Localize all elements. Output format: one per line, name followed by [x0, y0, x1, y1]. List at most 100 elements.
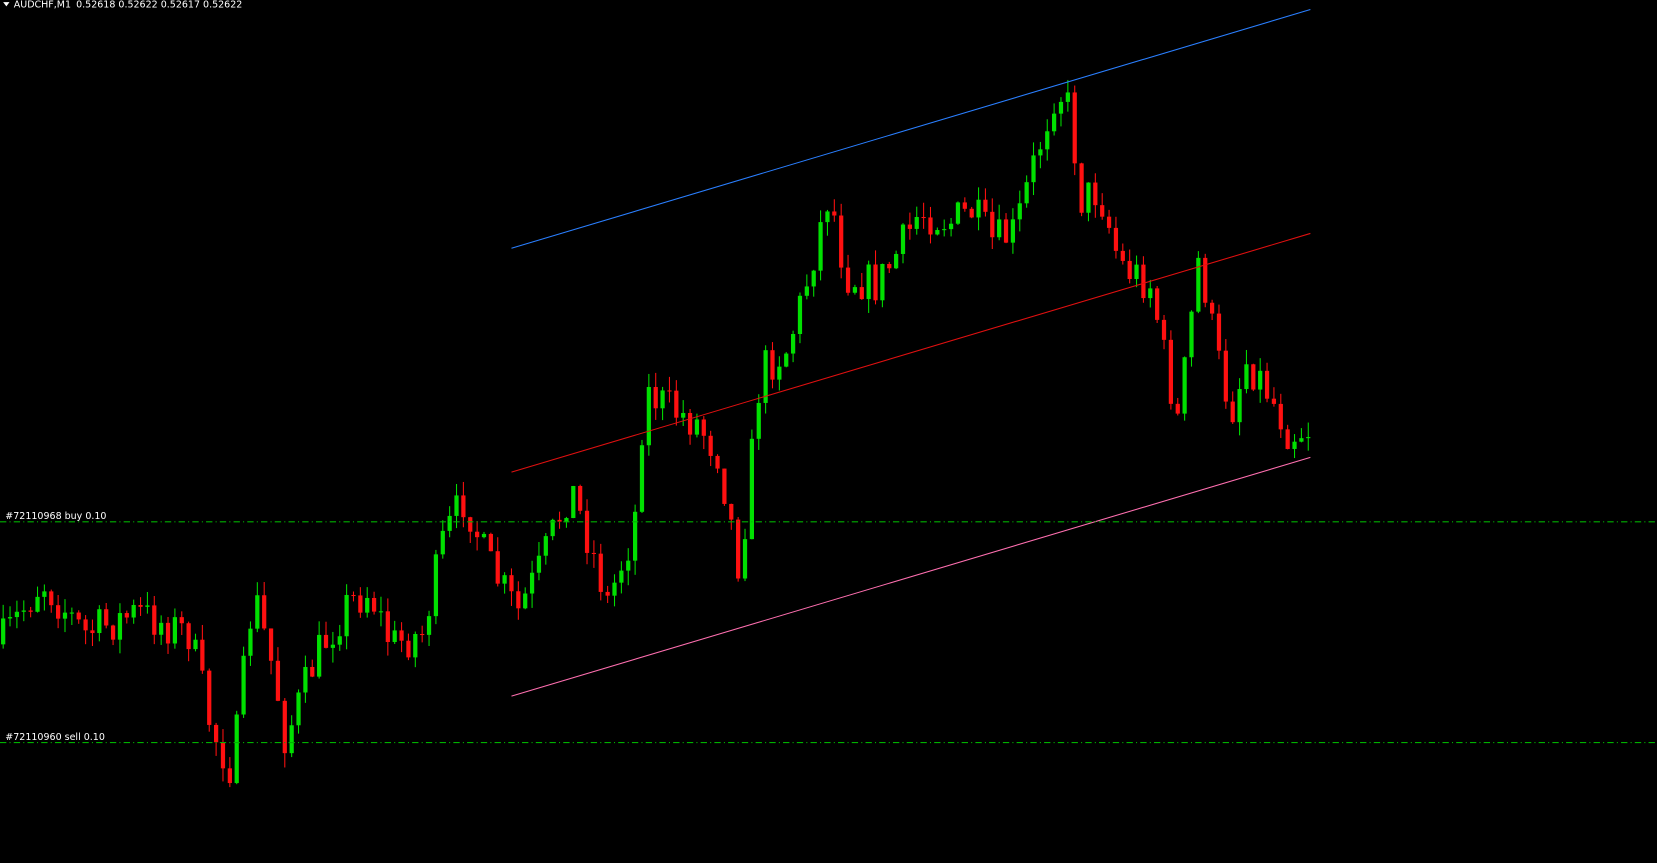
candle-body — [385, 611, 390, 643]
candle-body — [344, 594, 349, 637]
candle-body — [790, 334, 796, 354]
candle-body — [1010, 219, 1016, 243]
candle-body — [825, 211, 830, 223]
candle-body — [1168, 339, 1174, 404]
candle-body — [1017, 203, 1022, 220]
candle-body — [990, 211, 995, 238]
channel-upper — [511, 9, 1311, 249]
candle-body — [426, 616, 432, 635]
candle-body — [21, 610, 26, 612]
candle-body — [1120, 250, 1125, 261]
candle-body — [220, 742, 226, 769]
candle-body — [598, 553, 603, 592]
candle-body — [1079, 163, 1084, 213]
candle-body — [653, 387, 658, 409]
candle-body — [612, 582, 617, 596]
candle-body — [296, 692, 301, 726]
candle-body — [660, 390, 665, 409]
candle-body — [351, 594, 356, 597]
candle-body — [433, 554, 439, 617]
order-label: #72110960 sell 0.10 — [5, 732, 105, 743]
candle-body — [358, 595, 363, 613]
candle-body — [1106, 216, 1112, 228]
candle-body — [14, 611, 20, 618]
candle-body — [708, 435, 713, 456]
candle-body — [880, 264, 885, 301]
candle-body — [7, 617, 13, 619]
candle-body — [1031, 155, 1036, 183]
candle-body — [529, 572, 535, 594]
candle-body — [76, 612, 81, 620]
candle-body — [35, 596, 40, 612]
candle-body — [1, 618, 6, 645]
candle-body — [866, 264, 871, 300]
candle-body — [639, 445, 645, 512]
candle-body — [1155, 288, 1160, 320]
candle-body — [406, 640, 411, 658]
candle-body — [172, 617, 178, 644]
candle-body — [852, 287, 858, 293]
candle-body — [475, 531, 480, 538]
candle-body — [227, 768, 232, 784]
candle-body — [818, 222, 823, 271]
candle-body — [571, 485, 576, 519]
menu-arrow[interactable] — [3, 2, 10, 7]
candle-body — [488, 533, 493, 552]
candle-body — [646, 387, 651, 446]
candle-body — [179, 617, 184, 624]
candle-body — [255, 595, 260, 629]
candle-body — [207, 670, 212, 725]
candle-body — [839, 215, 844, 268]
candle-body — [97, 609, 102, 634]
candle-body — [976, 199, 981, 218]
candle-body — [1209, 302, 1215, 314]
candle-body — [894, 253, 899, 269]
candle-body — [722, 468, 727, 504]
candle-body — [1100, 205, 1105, 217]
candle-body — [674, 390, 679, 418]
candle-body — [56, 605, 61, 619]
candle-body — [935, 230, 940, 235]
candle-body — [213, 724, 219, 743]
candle-body — [165, 622, 171, 644]
candles — [1, 79, 1311, 788]
candle-body — [749, 438, 754, 540]
candle-body — [454, 495, 459, 516]
candle-body — [481, 533, 487, 538]
candle-body — [495, 551, 500, 584]
order-label: #72110968 buy 0.10 — [5, 511, 106, 522]
candle-body — [550, 519, 555, 537]
candle-body — [468, 517, 473, 532]
candle-body — [365, 597, 370, 613]
candle-body — [736, 519, 741, 579]
candle-body — [371, 597, 377, 612]
candle-body — [83, 619, 88, 631]
candle-body — [104, 609, 109, 626]
candle-body — [543, 536, 548, 556]
candle-body — [619, 570, 624, 583]
candle-body — [1058, 101, 1064, 114]
candle-body — [811, 270, 816, 287]
candle-body — [42, 591, 47, 597]
candle-body — [873, 264, 878, 301]
candle-body — [1148, 288, 1153, 299]
candle-body — [131, 604, 136, 618]
candle-body — [193, 639, 198, 650]
candle-body — [1244, 364, 1249, 390]
candle-body — [942, 229, 947, 231]
candle-body — [832, 211, 837, 216]
candle-body — [969, 208, 974, 218]
candle-body — [392, 630, 397, 643]
candle-body — [1072, 92, 1077, 164]
candle-body — [667, 390, 672, 392]
prices: 0.52618 0.52622 0.52617 0.52622 — [76, 0, 242, 10]
candle-body — [152, 605, 157, 635]
candle-body — [1216, 313, 1222, 351]
candle-body — [1003, 219, 1009, 243]
candle-body — [804, 286, 809, 296]
candle-body — [159, 622, 164, 635]
candle-body — [921, 216, 926, 219]
symbol: AUDCHF,M1 — [14, 0, 71, 10]
candle-body — [378, 611, 384, 613]
candle-body — [413, 633, 418, 658]
